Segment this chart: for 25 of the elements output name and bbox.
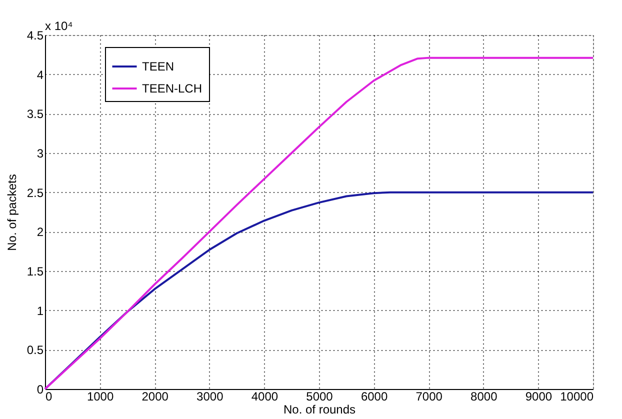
y-tick-label: 0.5	[26, 343, 44, 358]
y-tick-label: 1.5	[26, 264, 44, 278]
x-tick-label: 3000	[196, 390, 224, 404]
x-tick-label: 6000	[360, 390, 388, 404]
x-tick-label: 7000	[416, 390, 443, 404]
legend-label: TEEN	[142, 60, 174, 74]
y-tick-label: 3	[36, 146, 44, 160]
x-tick-label: 8000	[470, 390, 498, 404]
x-tick-label: 5000	[306, 390, 334, 404]
y-tick-label: 4	[36, 68, 44, 82]
x-tick-label: 9000	[525, 390, 552, 404]
x-tick-label: 0	[46, 390, 52, 404]
x-axis-title: No. of rounds	[283, 402, 356, 416]
y-tick-label: 2.5	[26, 186, 44, 200]
legend-label: TEEN-LCH	[142, 82, 202, 96]
y-tick-label: 4.5	[26, 28, 44, 42]
y-tick-label: 2	[36, 225, 44, 240]
y-axis-title: No. of packets	[4, 174, 19, 251]
y-tick-label: 3.5	[26, 107, 44, 122]
x-tick-label: 4000	[251, 390, 278, 404]
x-tick-label: 2000	[142, 390, 169, 404]
x-tick-label: 10000	[560, 390, 594, 404]
y-tick-label: 1	[36, 304, 44, 318]
x-tick-label: 1000	[86, 390, 114, 404]
text: x 10⁴	[45, 19, 73, 33]
